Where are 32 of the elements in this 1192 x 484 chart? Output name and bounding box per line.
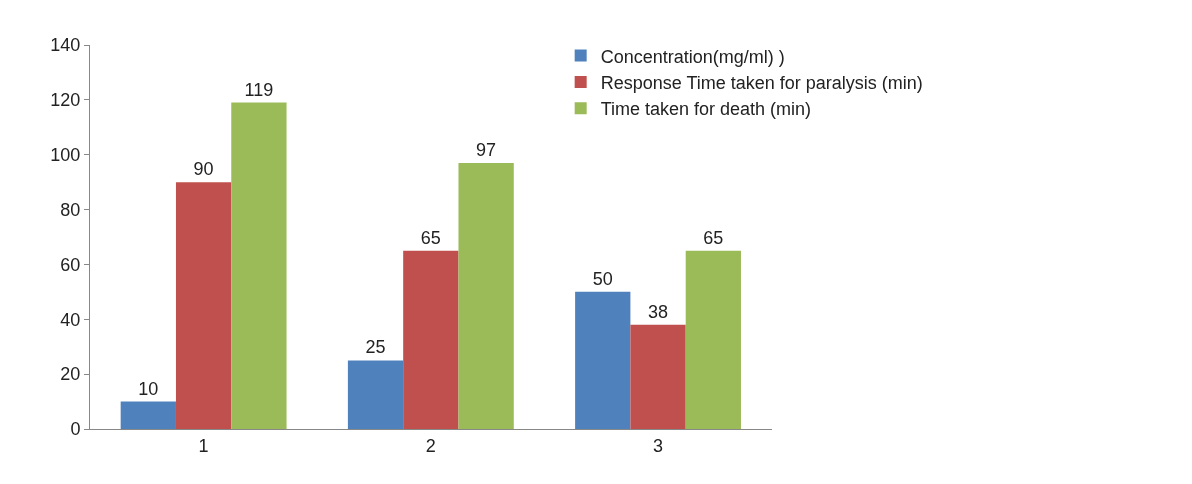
data-label: 65: [420, 227, 441, 248]
legend-label: Response Time taken for paralysis (min): [600, 72, 923, 93]
data-label: 65: [703, 227, 724, 248]
y-tick-label: 0: [70, 419, 81, 440]
bar: [458, 162, 514, 429]
bar: [231, 102, 287, 429]
bar: [630, 324, 686, 429]
bar: [685, 250, 741, 429]
data-label: 90: [193, 159, 214, 180]
x-tick-label: 3: [653, 435, 664, 456]
y-tick-label: 40: [60, 309, 81, 330]
bar: [175, 182, 232, 429]
legend-label: Concentration(mg/ml) ): [600, 46, 785, 67]
data-label: 97: [476, 139, 497, 160]
data-label: 10: [138, 378, 159, 399]
y-tick-label: 100: [50, 145, 81, 166]
data-label: 38: [648, 301, 669, 322]
y-tick-label: 140: [50, 35, 81, 56]
bar: [403, 250, 459, 429]
legend-label: Time taken for death (min): [600, 99, 812, 120]
bar: [575, 291, 631, 429]
bar: [347, 360, 404, 429]
x-tick-label: 2: [425, 435, 436, 456]
bar: [120, 401, 176, 429]
y-tick-label: 120: [50, 90, 81, 111]
data-label: 50: [592, 268, 613, 289]
data-label: 119: [244, 79, 274, 100]
x-tick-label: 1: [198, 435, 209, 456]
data-label: 25: [365, 337, 386, 358]
y-tick-label: 60: [60, 254, 81, 275]
y-tick-label: 80: [60, 199, 81, 220]
y-tick-label: 20: [60, 364, 81, 385]
